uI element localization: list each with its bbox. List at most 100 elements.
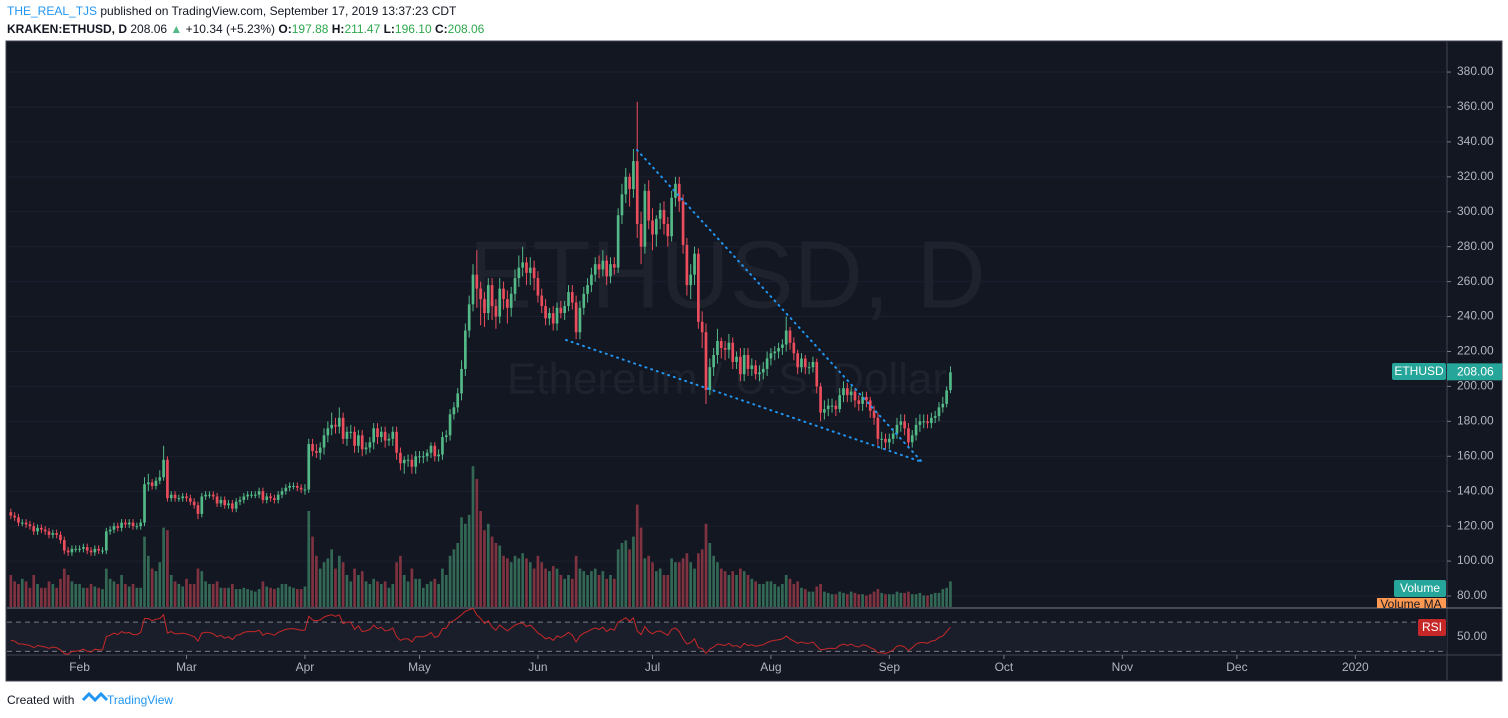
- candle-body: [551, 313, 555, 324]
- candle-body: [880, 438, 884, 440]
- candle-body: [448, 414, 452, 436]
- volume-bar: [830, 594, 834, 607]
- candle-body: [74, 548, 78, 550]
- candle-body: [13, 515, 16, 518]
- candle-body: [437, 454, 440, 457]
- candle-body: [872, 410, 876, 418]
- candle-body: [697, 253, 700, 322]
- volume-bar: [723, 571, 727, 607]
- candle-body: [410, 459, 414, 467]
- volume-bar: [452, 549, 456, 607]
- footer-brand[interactable]: TradingView: [107, 693, 173, 707]
- trend-line-lower[interactable]: [565, 339, 923, 463]
- candle-body: [307, 444, 311, 490]
- candle-body: [353, 431, 356, 446]
- volume-bar: [315, 555, 318, 607]
- candle-body: [425, 452, 429, 457]
- candle-body: [674, 183, 677, 198]
- volume-bar: [907, 591, 910, 607]
- volume-bar: [590, 571, 593, 607]
- volume-bar: [246, 589, 249, 607]
- candle-body: [284, 487, 288, 492]
- candle-body: [884, 438, 887, 443]
- volume-bar: [823, 591, 826, 607]
- rsi-tag: RSI: [1422, 620, 1442, 634]
- y-tick-label: 160.00: [1457, 448, 1494, 462]
- volume-bar: [739, 568, 742, 607]
- candle-body: [704, 332, 708, 390]
- volume-bar: [712, 555, 715, 607]
- candle-body: [907, 428, 910, 443]
- volume-bar: [143, 536, 146, 607]
- candle-body: [811, 361, 815, 368]
- candle-body: [945, 390, 948, 404]
- candle-body: [414, 456, 418, 467]
- candle-body: [788, 330, 792, 343]
- volume-bar: [311, 536, 314, 607]
- candle-body: [731, 342, 735, 362]
- candle-body: [471, 274, 475, 305]
- candle-body: [66, 550, 70, 553]
- candle-body: [803, 358, 807, 368]
- volume-bar: [502, 555, 505, 607]
- volume-bar: [807, 591, 811, 607]
- candle-body: [368, 442, 372, 448]
- volume-bar: [754, 581, 757, 607]
- volume-bar: [727, 575, 731, 607]
- y-tick-label: 340.00: [1457, 134, 1494, 148]
- volume-bar: [666, 575, 670, 607]
- volume-bar: [842, 592, 845, 607]
- x-tick-label: Sep: [879, 660, 901, 674]
- candle-body: [208, 494, 211, 496]
- candle-body: [517, 267, 521, 279]
- author[interactable]: THE_REAL_TJS: [7, 4, 97, 18]
- trend-line-upper[interactable]: [636, 149, 923, 463]
- candle-body: [101, 550, 104, 552]
- volume-bar: [811, 591, 815, 607]
- candle-body: [135, 526, 139, 528]
- candle-body: [345, 431, 349, 439]
- volume-bar: [59, 578, 62, 607]
- candle-body: [765, 358, 769, 369]
- candle-body: [590, 274, 593, 286]
- candle-body: [40, 527, 43, 530]
- volume-bar: [334, 568, 337, 607]
- candle-body: [746, 354, 750, 369]
- c-value: 208.06: [448, 22, 485, 36]
- volume-bar: [227, 587, 230, 607]
- candle-body: [498, 288, 502, 317]
- y-tick-label: 260.00: [1457, 274, 1494, 288]
- volume-bar: [868, 594, 872, 607]
- volume-bar: [17, 583, 20, 607]
- candle-body: [467, 304, 471, 331]
- candle-body: [418, 456, 421, 458]
- volume-bar: [82, 587, 85, 607]
- volume-bar: [215, 581, 219, 607]
- volume-bar: [655, 571, 658, 607]
- volume-bar: [815, 586, 819, 607]
- candle-body: [295, 485, 299, 488]
- candle-body: [582, 293, 586, 308]
- candle-body: [62, 540, 66, 551]
- candle-body: [609, 264, 612, 277]
- candle-body: [719, 341, 723, 348]
- volume-bar: [70, 581, 74, 607]
- candle-body: [651, 220, 654, 235]
- volume-bar: [62, 568, 66, 607]
- candle-body: [502, 288, 505, 300]
- volume-bar: [238, 589, 242, 607]
- volume-bar: [269, 587, 272, 607]
- volume-bar: [949, 581, 952, 607]
- volume-bar: [337, 555, 341, 607]
- volume-bar: [803, 589, 807, 607]
- candle-body: [655, 218, 658, 235]
- volume-bar: [704, 523, 708, 607]
- candle-body: [78, 548, 81, 550]
- volume-bar: [192, 583, 196, 607]
- candle-body: [17, 517, 20, 523]
- volume-bar: [674, 562, 677, 607]
- candle-body: [70, 548, 74, 553]
- last-price: 208.06: [130, 22, 167, 36]
- y-tick-label: 100.00: [1457, 553, 1494, 567]
- candle-body: [288, 485, 291, 488]
